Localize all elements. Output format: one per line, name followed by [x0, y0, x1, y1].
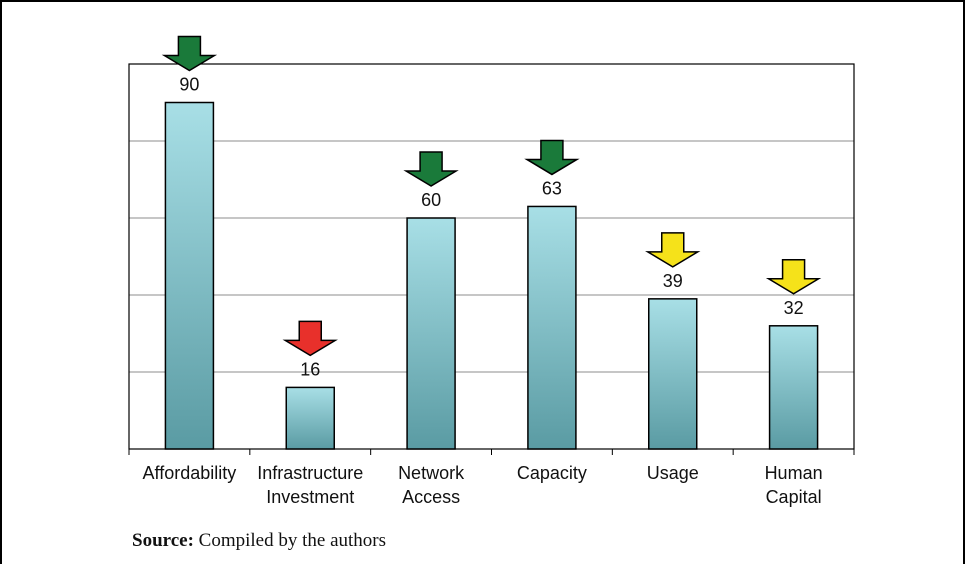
- bar: [406, 217, 456, 450]
- category-label: Investment: [266, 487, 354, 507]
- category-label: Capacity: [517, 463, 587, 483]
- indicator-arrows: [161, 35, 822, 357]
- green-down-arrow: [403, 151, 459, 187]
- data-label: 90: [179, 75, 199, 95]
- data-label: 60: [421, 190, 441, 210]
- category-label: Affordability: [143, 463, 237, 483]
- category-ticks: Affordability Infrastructure Investment Net…: [128, 449, 855, 507]
- red-down-arrow: [282, 320, 338, 357]
- data-label: 16: [300, 359, 320, 379]
- bar: [285, 386, 335, 450]
- category-label: Human: [765, 463, 823, 483]
- yellow-down-arrow: [645, 232, 701, 268]
- category-label: Usage: [647, 463, 699, 483]
- green-down-arrow: [524, 139, 580, 176]
- data-label: 63: [542, 178, 562, 198]
- data-labels: 90 16 60 63 39 32: [179, 75, 803, 380]
- category-label: Access: [402, 487, 460, 507]
- source-label: Source:: [132, 530, 194, 551]
- bar: [648, 298, 698, 450]
- bar: [768, 325, 819, 450]
- data-label: 39: [663, 271, 683, 291]
- category-label: Network: [398, 463, 465, 483]
- source-text: Compiled by the authors: [193, 530, 387, 551]
- plot-area: [128, 63, 855, 450]
- source-note: Source: Compiled by the authors: [132, 530, 386, 552]
- yellow-down-arrow: [765, 259, 822, 295]
- bars: [164, 101, 819, 450]
- category-label: Infrastructure: [257, 463, 363, 483]
- gridlines: [129, 140, 854, 373]
- data-label: 32: [784, 298, 804, 318]
- bar: [164, 101, 215, 450]
- green-down-arrow: [161, 35, 218, 72]
- bar: [527, 205, 577, 450]
- category-label: Capital: [766, 487, 822, 507]
